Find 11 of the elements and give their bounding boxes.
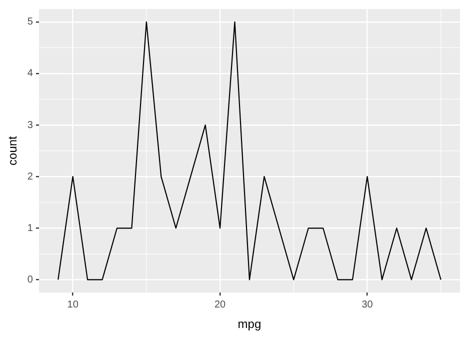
x-tick-label: 30 — [362, 299, 374, 310]
y-tick-label: 0 — [27, 274, 34, 286]
y-tick-label: 3 — [27, 120, 34, 131]
x-tick-label: 20 — [214, 299, 226, 310]
y-tick-label: 1 — [27, 222, 34, 234]
y-axis-title: count — [6, 135, 20, 166]
x-tick-label: 10 — [67, 299, 79, 310]
x-axis-title: mpg — [238, 317, 262, 332]
y-tick-label: 2 — [27, 171, 34, 182]
y-tick-label: 4 — [27, 68, 34, 80]
y-tick-label: 5 — [27, 16, 34, 28]
